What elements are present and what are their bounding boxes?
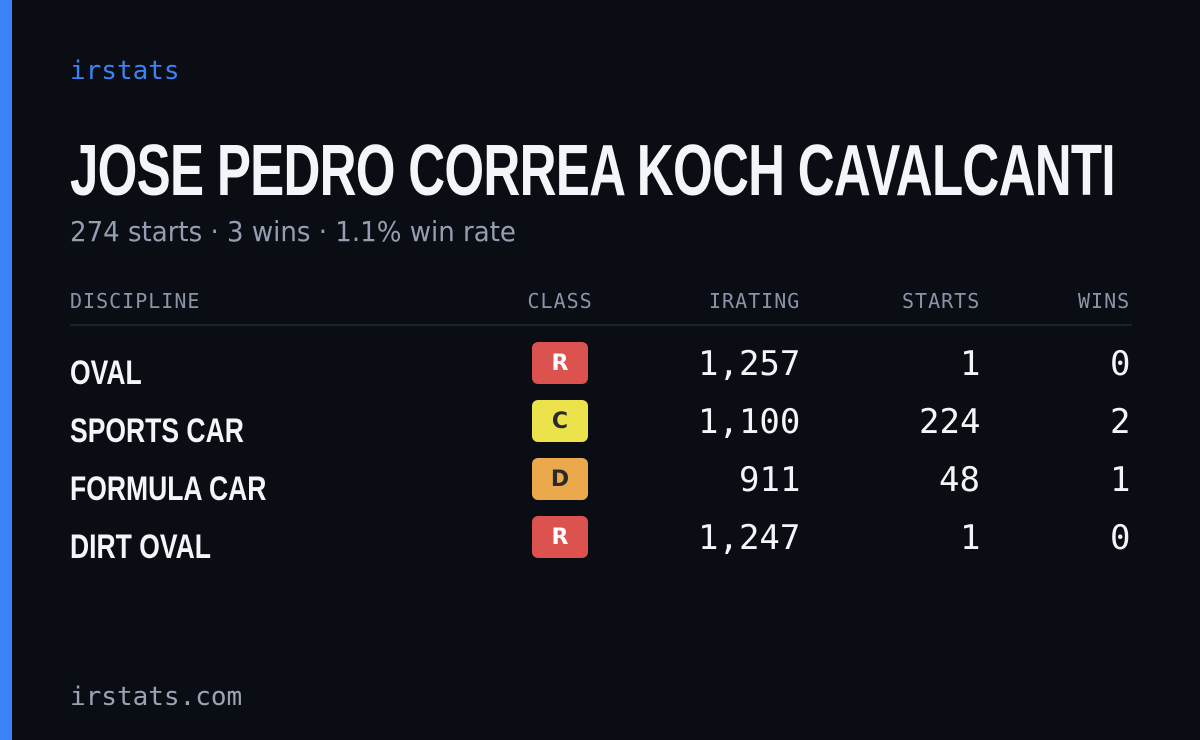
wins: 0 xyxy=(1110,518,1131,558)
wins: 1 xyxy=(1110,460,1131,500)
driver-summary: 274 starts · 3 wins · 1.1% win rate xyxy=(70,215,516,248)
class-badge: R xyxy=(532,516,588,558)
starts: 224 xyxy=(919,402,981,442)
class-badge: R xyxy=(532,342,588,384)
starts: 48 xyxy=(939,460,980,500)
wins: 0 xyxy=(1110,344,1131,384)
brand: irstats xyxy=(70,56,180,86)
driver-name: JOSE PEDRO CORREA KOCH CAVALCANTI xyxy=(70,131,1116,211)
column-header: DISCIPLINE xyxy=(70,289,201,313)
class-badge: C xyxy=(532,400,588,442)
column-header: STARTS xyxy=(902,289,981,313)
discipline: OVAL xyxy=(70,354,142,392)
column-header: IRATING xyxy=(709,289,801,313)
wins: 2 xyxy=(1110,402,1131,442)
discipline: FORMULA CAR xyxy=(70,470,267,508)
starts: 1 xyxy=(960,344,981,384)
irating: 1,247 xyxy=(698,518,801,558)
starts: 1 xyxy=(960,518,981,558)
header-rule xyxy=(70,324,1132,326)
column-header: WINS xyxy=(1078,289,1131,313)
accent-stripe xyxy=(0,0,12,740)
class-badge: D xyxy=(532,458,588,500)
discipline: SPORTS CAR xyxy=(70,412,244,450)
column-header: CLASS xyxy=(527,289,593,313)
footer: irstats.com xyxy=(70,682,243,712)
irating: 911 xyxy=(739,460,801,500)
irating: 1,100 xyxy=(698,402,801,442)
irating: 1,257 xyxy=(698,344,801,384)
discipline: DIRT OVAL xyxy=(70,528,211,566)
